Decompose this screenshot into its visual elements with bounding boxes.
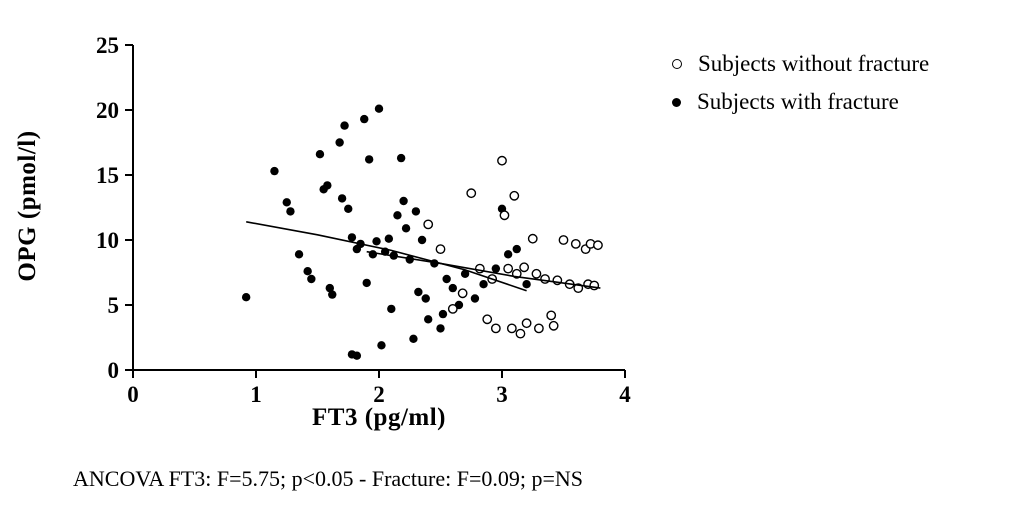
data-point — [593, 240, 603, 251]
data-point — [270, 166, 279, 176]
y-tick-label: 25 — [96, 33, 119, 58]
data-point — [491, 264, 501, 273]
data-point — [548, 320, 559, 331]
data-point — [447, 303, 458, 314]
data-point — [352, 351, 362, 360]
data-point — [337, 194, 347, 203]
data-point — [540, 274, 550, 284]
data-point — [482, 314, 493, 325]
data-point — [546, 310, 557, 321]
data-point — [570, 238, 581, 249]
data-point — [384, 234, 394, 243]
data-point — [393, 211, 402, 220]
data-point — [364, 155, 374, 164]
data-point — [479, 280, 488, 289]
data-point — [360, 114, 369, 124]
data-point — [323, 181, 332, 190]
data-point — [335, 138, 344, 147]
data-point — [303, 267, 312, 276]
data-point — [515, 328, 526, 339]
legend-item-with-fracture: Subjects with fracture — [672, 86, 929, 118]
data-point — [534, 323, 544, 334]
data-point — [417, 235, 427, 245]
legend: Subjects without fracture Subjects with … — [672, 48, 929, 118]
data-point — [558, 235, 569, 245]
data-point — [347, 233, 357, 242]
y-tick-label: 15 — [96, 163, 119, 188]
y-tick-label: 0 — [108, 358, 120, 383]
data-point — [527, 233, 538, 244]
data-point — [506, 323, 517, 334]
series-with-fracture — [241, 104, 531, 360]
data-point — [372, 237, 381, 246]
legend-label-with-fracture: Subjects with fracture — [697, 89, 899, 114]
data-point — [531, 268, 542, 279]
y-tick-label: 20 — [96, 98, 119, 123]
data-point — [460, 269, 470, 278]
data-point — [241, 293, 251, 302]
data-point — [435, 244, 446, 255]
data-point — [423, 219, 434, 230]
data-point — [374, 104, 384, 113]
series-without-fracture — [423, 155, 603, 339]
data-point — [286, 207, 295, 216]
data-point — [421, 294, 430, 303]
legend-label-without-fracture: Subjects without fracture — [698, 51, 930, 76]
data-point — [362, 278, 371, 288]
data-point — [521, 318, 532, 329]
data-point — [387, 304, 396, 314]
data-point — [512, 244, 521, 254]
data-point — [307, 274, 316, 284]
data-point — [424, 315, 433, 324]
data-point — [470, 294, 480, 303]
data-point — [368, 250, 378, 259]
data-point — [411, 207, 421, 216]
y-tick-label: 5 — [108, 293, 120, 318]
data-point — [328, 290, 337, 299]
y-tick-label: 10 — [96, 228, 119, 253]
x-tick-label: 2 — [373, 382, 385, 407]
data-point — [519, 262, 530, 273]
data-point — [448, 283, 457, 293]
data-point — [509, 190, 520, 201]
data-point — [399, 196, 408, 206]
data-point — [503, 250, 513, 259]
data-point — [497, 155, 507, 166]
data-point — [522, 280, 531, 289]
data-point — [294, 250, 304, 259]
data-point — [457, 288, 468, 299]
data-point — [490, 323, 501, 334]
trend-without-fracture — [366, 250, 601, 289]
y-axis-label: OPG (pmol/l) — [14, 130, 41, 282]
legend-item-without-fracture: Subjects without fracture — [672, 48, 929, 80]
x-tick-label: 0 — [127, 382, 139, 407]
data-point — [503, 263, 514, 274]
x-tick-label: 1 — [250, 382, 262, 407]
data-point — [396, 153, 406, 163]
data-point — [340, 121, 349, 130]
data-point — [499, 210, 510, 221]
trend-with-fracture — [246, 221, 527, 292]
data-point — [325, 283, 334, 293]
filled-circle-marker-icon — [672, 97, 681, 107]
data-point — [438, 309, 448, 319]
ancova-caption: ANCOVA FT3: F=5.75; p<0.05 - Fracture: F… — [73, 466, 584, 491]
x-axis-label: FT3 (pg/ml) — [312, 404, 446, 431]
data-point — [282, 198, 291, 207]
data-point — [442, 274, 451, 284]
data-point — [344, 204, 353, 213]
data-point — [466, 188, 477, 199]
x-tick-label: 3 — [496, 382, 508, 407]
data-point — [414, 287, 423, 297]
data-point — [315, 150, 325, 159]
data-point — [377, 341, 386, 350]
open-circle-marker-icon — [672, 59, 682, 69]
data-point — [401, 224, 411, 233]
data-point — [409, 334, 418, 343]
data-point — [436, 324, 445, 333]
x-tick-label: 4 — [619, 382, 631, 407]
